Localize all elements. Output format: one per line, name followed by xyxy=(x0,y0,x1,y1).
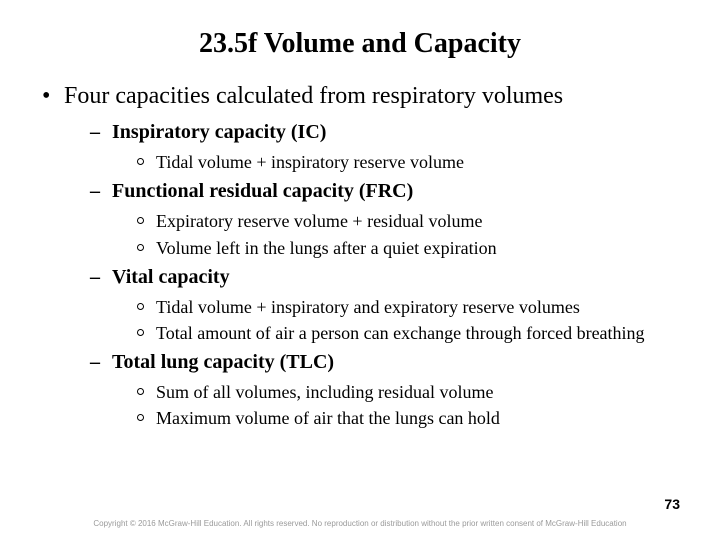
bullet-list-level1: Four capacities calculated from respirat… xyxy=(40,80,680,431)
list-item: Inspiratory capacity (IC) Tidal volume +… xyxy=(86,118,680,175)
list-item: Volume left in the lungs after a quiet e… xyxy=(134,235,680,261)
bullet-list-level3: Expiratory reserve volume + residual vol… xyxy=(112,208,680,260)
bullet-list-level3: Sum of all volumes, including residual v… xyxy=(112,379,680,431)
list-item: Vital capacity Tidal volume + inspirator… xyxy=(86,263,680,346)
list-item: Four capacities calculated from respirat… xyxy=(40,80,680,431)
level2-heading: Inspiratory capacity (IC) xyxy=(112,121,326,143)
bullet-list-level3: Tidal volume + inspiratory reserve volum… xyxy=(112,149,680,175)
list-item: Maximum volume of air that the lungs can… xyxy=(134,405,680,431)
list-item: Total amount of air a person can exchang… xyxy=(134,320,680,346)
slide: 23.5f Volume and Capacity Four capacitie… xyxy=(0,0,720,540)
bullet-list-level3: Tidal volume + inspiratory and expirator… xyxy=(112,294,680,346)
list-item: Sum of all volumes, including residual v… xyxy=(134,379,680,405)
list-item: Total lung capacity (TLC) Sum of all vol… xyxy=(86,348,680,431)
page-number: 73 xyxy=(664,496,680,512)
bullet-list-level2: Inspiratory capacity (IC) Tidal volume +… xyxy=(64,118,680,431)
slide-title: 23.5f Volume and Capacity xyxy=(40,28,680,60)
level2-heading: Vital capacity xyxy=(112,266,230,288)
list-item: Expiratory reserve volume + residual vol… xyxy=(134,208,680,234)
list-item: Tidal volume + inspiratory reserve volum… xyxy=(134,149,680,175)
level1-text: Four capacities calculated from respirat… xyxy=(64,83,563,109)
list-item: Tidal volume + inspiratory and expirator… xyxy=(134,294,680,320)
list-item: Functional residual capacity (FRC) Expir… xyxy=(86,177,680,260)
level2-heading: Total lung capacity (TLC) xyxy=(112,351,334,373)
level2-heading: Functional residual capacity (FRC) xyxy=(112,180,413,202)
copyright-text: Copyright © 2016 McGraw-Hill Education. … xyxy=(0,519,720,528)
